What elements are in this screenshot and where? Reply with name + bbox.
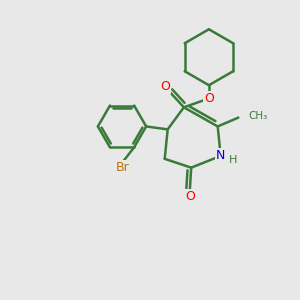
Text: CH₃: CH₃: [249, 111, 268, 121]
Text: H: H: [229, 155, 237, 165]
Text: O: O: [204, 92, 214, 105]
Text: Br: Br: [116, 161, 129, 175]
Text: N: N: [216, 149, 225, 162]
Text: O: O: [185, 190, 195, 203]
Text: O: O: [160, 80, 170, 93]
